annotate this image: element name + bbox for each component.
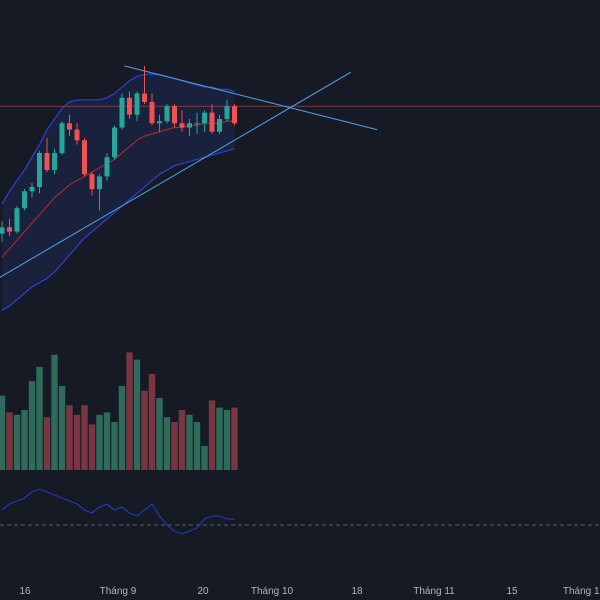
candle-body (179, 123, 185, 128)
volume-bar (81, 405, 88, 470)
candle-body (142, 93, 147, 102)
oscillator-line (1, 488, 235, 535)
volume-bar (186, 414, 193, 470)
volume-bar (0, 395, 6, 470)
x-axis-tick-label: Tháng 9 (100, 586, 137, 597)
candle-body (127, 97, 132, 115)
candle-body (134, 93, 140, 115)
volume-bar (73, 414, 81, 470)
candle-body (104, 157, 110, 177)
volume-bar (148, 374, 156, 470)
volume-bar (36, 366, 43, 470)
candle-body (14, 208, 20, 232)
candle-body (67, 123, 72, 130)
x-axis-tick-label: 15 (506, 586, 518, 597)
volume-bar (96, 414, 103, 470)
candle-body (82, 140, 87, 175)
candle-body (89, 174, 95, 190)
x-axis: 16 Tháng 9 20 Tháng 10 18 Tháng 11 15 Tháng 12 (19, 586, 600, 597)
volume-bar (216, 407, 223, 470)
volume-bar (126, 352, 133, 470)
candle-body (172, 106, 177, 124)
x-axis-tick-label: 16 (19, 586, 31, 597)
volume-bar (21, 410, 28, 470)
candle-body (224, 106, 230, 119)
x-axis-tick-label: 20 (197, 586, 209, 597)
candle-body (187, 123, 192, 128)
oscillator-panel (0, 488, 600, 535)
candle-body (149, 102, 155, 124)
trendline-support (0, 71, 352, 278)
candle-body (164, 106, 170, 122)
volume-bar (13, 414, 21, 470)
candle-body (7, 227, 12, 232)
price-panel (0, 65, 600, 311)
candle-body (97, 176, 102, 190)
volume-bar (231, 407, 238, 470)
volume-bar (133, 359, 141, 470)
volume-bar (223, 410, 231, 470)
volume-bar (66, 405, 73, 470)
bollinger-lower-line (1, 148, 235, 311)
volume-bar (208, 400, 216, 470)
x-axis-tick-label: 18 (351, 586, 363, 597)
candle-body (44, 153, 50, 170)
candle-body (232, 106, 237, 124)
volume-bar (6, 412, 13, 470)
volume-bar (43, 417, 51, 470)
volume-bar (28, 381, 36, 470)
volume-bar (58, 386, 66, 470)
volume-bar (193, 422, 201, 470)
bollinger-upper-line (1, 73, 235, 205)
candle-body (157, 121, 162, 124)
volume-bar (118, 386, 126, 470)
x-axis-tick-label: Tháng 11 (413, 586, 455, 597)
candle-body (202, 112, 207, 124)
candle-body (29, 187, 35, 192)
candle-body (209, 112, 215, 132)
candle-body (74, 129, 80, 141)
x-axis-tick-label: Tháng 10 (251, 586, 294, 597)
volume-bar (201, 446, 208, 470)
candle-body (52, 153, 57, 170)
volume-bar (141, 390, 148, 470)
candle-body (119, 97, 125, 128)
trendline-resistance (124, 65, 378, 131)
volume-bar (178, 410, 186, 470)
candle-body (22, 191, 27, 209)
volume-panel (0, 352, 238, 470)
candle-body (37, 153, 42, 187)
candle-body (194, 123, 200, 125)
volume-bar (156, 398, 163, 470)
candle-body (217, 119, 222, 132)
moving-average-line (1, 120, 235, 258)
volume-bar (88, 424, 96, 470)
candle-body (0, 227, 5, 234)
candle-body (59, 123, 65, 153)
volume-bar (163, 417, 171, 470)
x-axis-tick-label: Tháng 12 (563, 586, 600, 597)
candle-body (112, 127, 117, 158)
volume-bar (171, 422, 178, 470)
volume-bar (51, 354, 58, 470)
volume-bar (111, 422, 118, 470)
volume-bar (103, 412, 111, 470)
